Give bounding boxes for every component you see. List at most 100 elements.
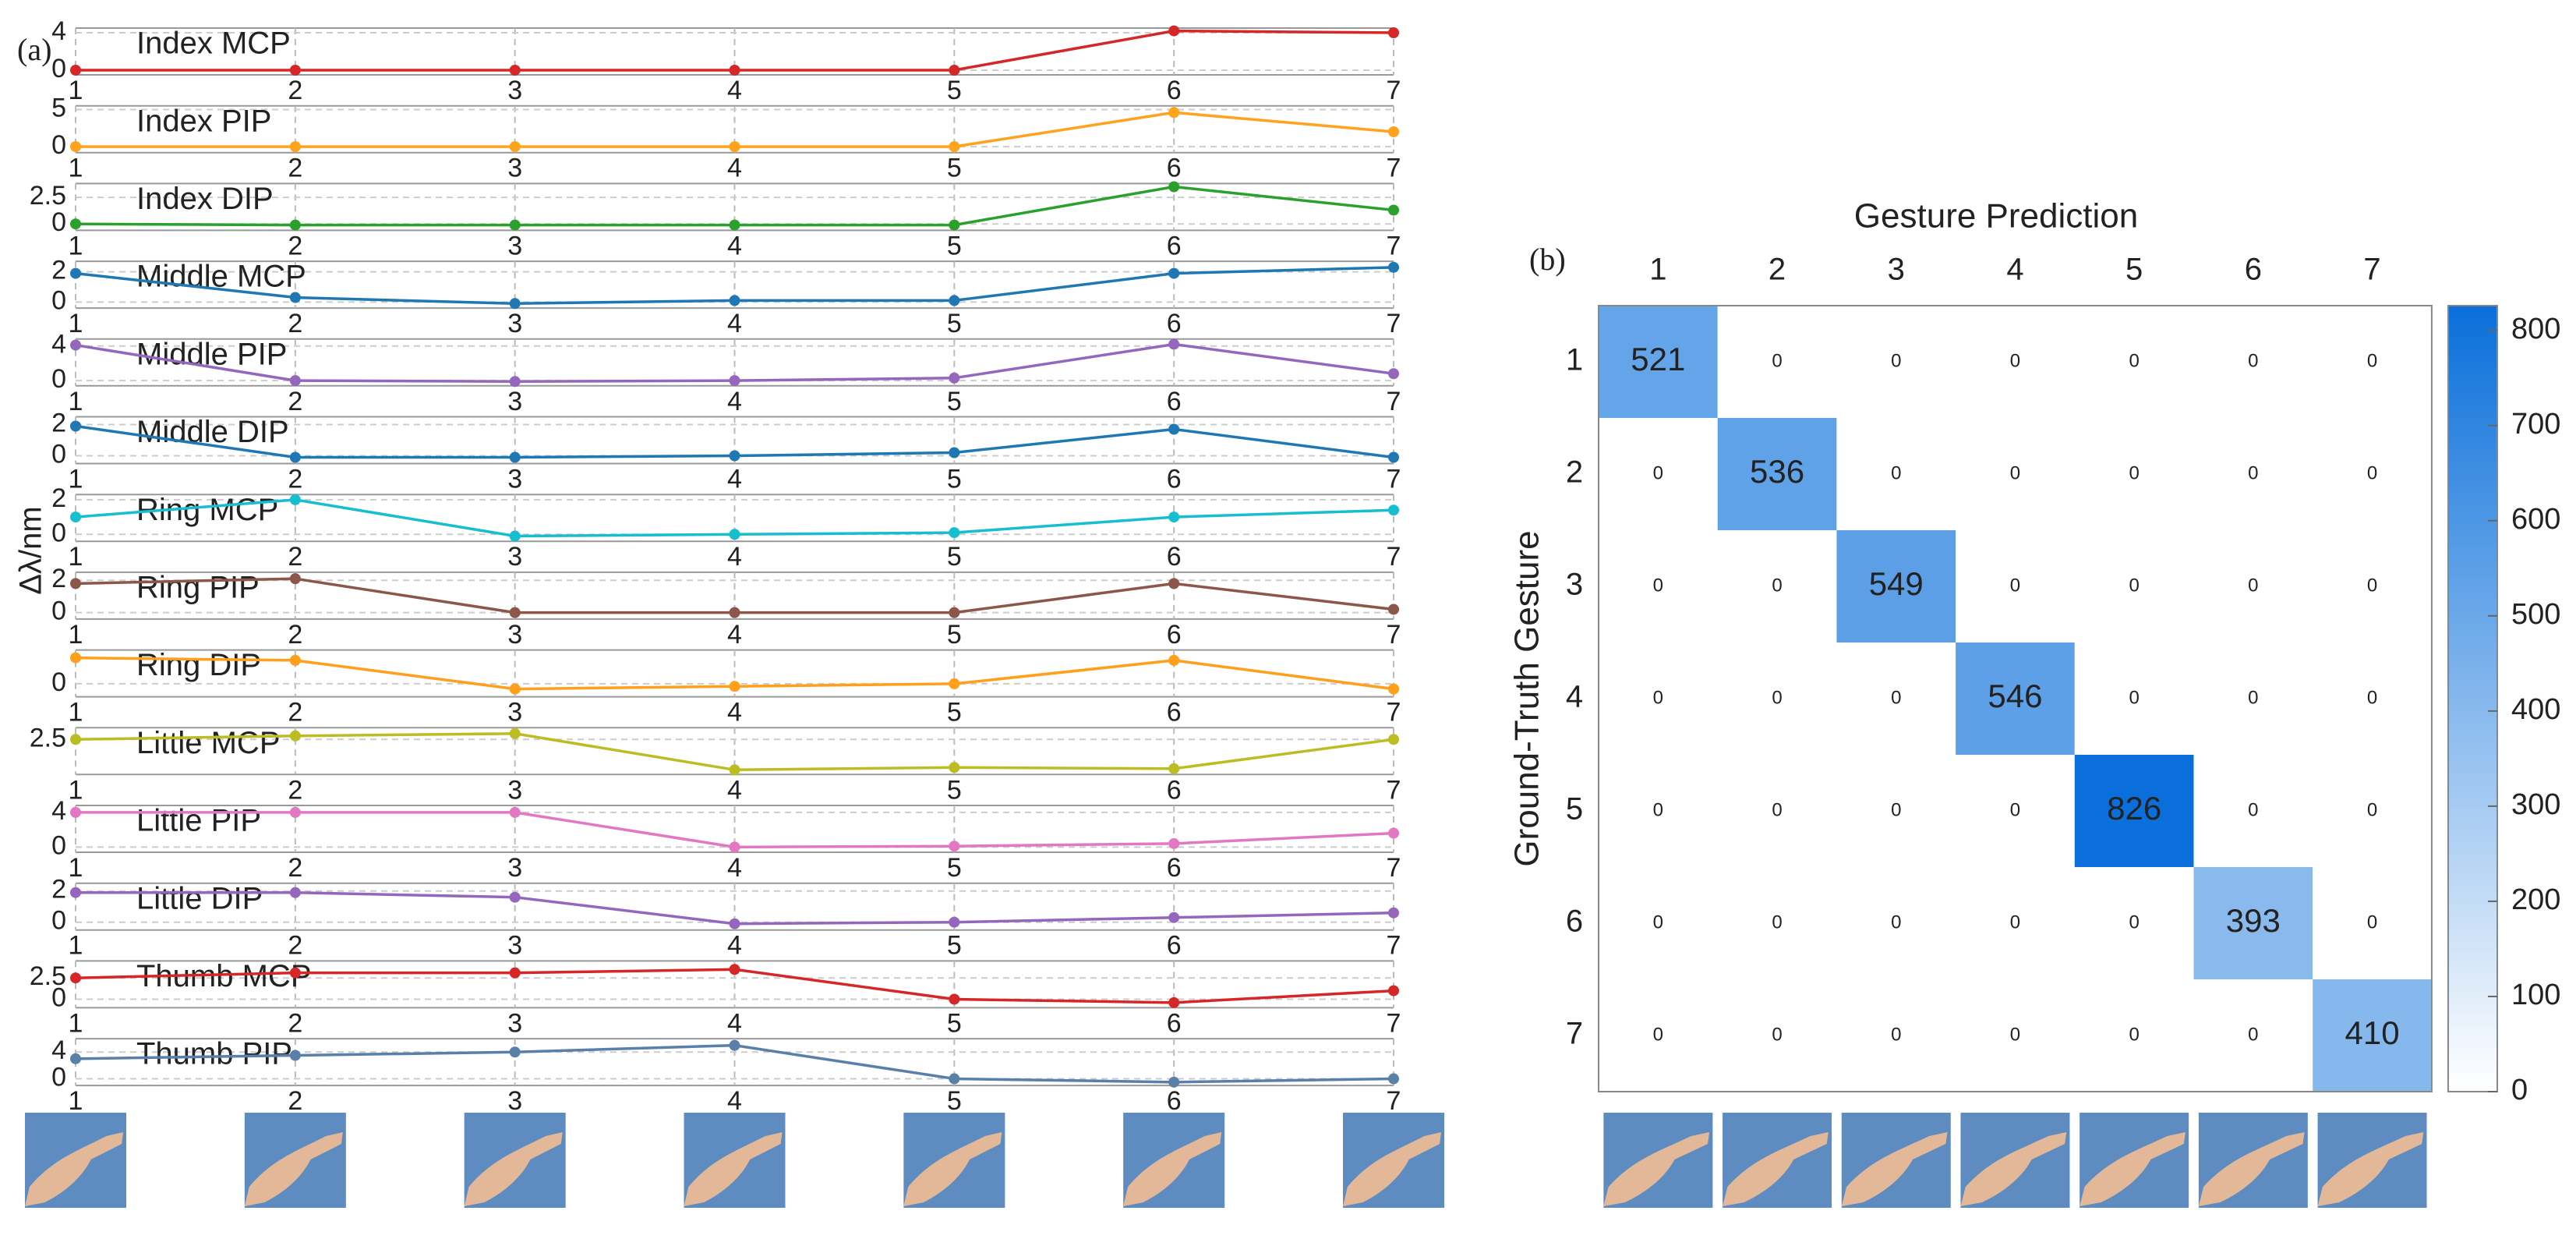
x-tick-label: 5 — [947, 542, 962, 572]
colorbar-tick-label: 700 — [2511, 408, 2560, 441]
x-tick-label: 7 — [1387, 1086, 1401, 1116]
cell — [1717, 755, 1837, 867]
x-tick-label: 1 — [69, 542, 83, 572]
x-tick-label: 3 — [1888, 253, 1905, 287]
cell — [2313, 530, 2432, 643]
x-tick-label: 2 — [1769, 253, 1786, 287]
x-tick-label: 7 — [1387, 620, 1401, 650]
x-tick-label: 2 — [288, 698, 302, 727]
point — [509, 298, 521, 310]
y-tick-label: 7 — [1566, 1017, 1583, 1051]
panel-name: Index DIP — [136, 182, 274, 216]
x-tick-label: 3 — [507, 698, 522, 727]
cell-label: 0 — [1772, 1024, 1782, 1045]
cell — [1836, 643, 1956, 755]
cell-label: 0 — [2248, 575, 2258, 596]
point — [949, 527, 960, 539]
cell — [1836, 306, 1956, 418]
cell-label: 0 — [1891, 1024, 1901, 1045]
cell-label: 0 — [2010, 462, 2020, 483]
y-tick-label: 2.5 — [30, 961, 66, 991]
x-tick-label: 7 — [1387, 853, 1401, 883]
x-tick-label: 7 — [1387, 931, 1401, 961]
x-tick-label: 4 — [727, 931, 742, 961]
cell — [2193, 867, 2313, 979]
x-tick-label: 6 — [1167, 775, 1182, 805]
point — [1388, 368, 1399, 380]
gesture-photo — [1841, 1113, 1951, 1208]
cell — [1717, 979, 1837, 1092]
cell — [1599, 643, 1718, 755]
point — [729, 607, 740, 618]
point — [729, 295, 740, 306]
cell — [2074, 979, 2194, 1092]
cell-label: 0 — [2248, 462, 2258, 483]
cell — [1599, 755, 1718, 867]
point — [289, 730, 301, 742]
point — [1168, 181, 1180, 193]
y-tick-label: 0 — [51, 518, 66, 547]
x-tick-label: 7 — [1387, 76, 1401, 105]
x-tick-label: 2 — [288, 542, 302, 572]
cell-label: 0 — [1653, 799, 1663, 820]
cell — [2193, 306, 2313, 418]
point — [729, 964, 740, 975]
x-tick-label: 5 — [947, 775, 962, 805]
point — [1388, 907, 1399, 919]
panel-name: Ring PIP — [136, 570, 260, 604]
cell — [1836, 530, 1956, 643]
point — [509, 1046, 521, 1058]
y-tick-label: 0 — [51, 667, 66, 697]
point — [289, 806, 301, 818]
cell — [2313, 643, 2432, 755]
point — [509, 727, 521, 739]
cell-label: 0 — [2010, 912, 2020, 933]
point — [509, 141, 521, 153]
point — [289, 654, 301, 666]
x-tick-label: 1 — [69, 76, 83, 105]
colorbar-tick-label: 0 — [2511, 1074, 2528, 1106]
panel-name: Thumb PIP — [136, 1037, 292, 1071]
cell — [1956, 643, 2075, 755]
x-tick-label: 7 — [1387, 542, 1401, 572]
y-tick-label: 0 — [51, 596, 66, 626]
x-tick-label: 7 — [2363, 253, 2380, 287]
cell — [2193, 418, 2313, 530]
colorbar-tick-label: 200 — [2511, 883, 2560, 916]
point — [1388, 504, 1399, 516]
panel-name: Index PIP — [136, 104, 271, 138]
x-tick-label: 4 — [727, 620, 742, 650]
x-tick-label: 6 — [1167, 542, 1182, 572]
colorbar-tick-label: 100 — [2511, 979, 2560, 1011]
cell-label: 0 — [2248, 687, 2258, 708]
cell-label: 0 — [2129, 462, 2139, 483]
cell-label: 0 — [2367, 575, 2377, 596]
cell-label: 0 — [2010, 575, 2020, 596]
y-tick-label: 2 — [51, 256, 66, 285]
y-tick-label: 0 — [51, 130, 66, 160]
y-tick-label: 5 — [1566, 792, 1583, 827]
cell-label: 0 — [2129, 912, 2139, 933]
panel-name: Little DIP — [136, 881, 263, 915]
x-tick-label: 5 — [947, 698, 962, 727]
x-tick-label: 3 — [507, 853, 522, 883]
y-tick-label: 4 — [51, 1035, 66, 1065]
y-tick-label: 6 — [1566, 904, 1583, 939]
cell — [2193, 643, 2313, 755]
cell — [2193, 530, 2313, 643]
x-tick-label: 6 — [1167, 231, 1182, 260]
y-tick-label: 2 — [51, 564, 66, 593]
chart-title: Gesture Prediction — [1854, 197, 2138, 235]
cell — [1717, 530, 1837, 643]
point — [1388, 734, 1399, 745]
point — [70, 218, 81, 230]
cell — [2193, 755, 2313, 867]
point — [949, 295, 960, 306]
x-tick-label: 5 — [947, 853, 962, 883]
point — [70, 512, 81, 523]
x-tick-label: 1 — [69, 853, 83, 883]
point — [729, 141, 740, 153]
cell-label: 0 — [2367, 462, 2377, 483]
gesture-photo — [2080, 1113, 2189, 1208]
cell-label: 521 — [1631, 341, 1685, 377]
